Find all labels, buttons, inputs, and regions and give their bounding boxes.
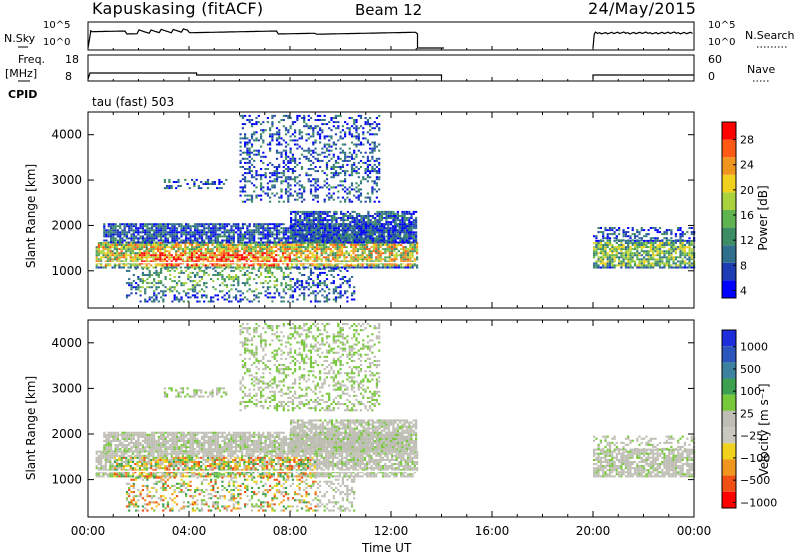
power-ytick-label: 3000 <box>51 173 82 187</box>
nsky-panel <box>88 22 694 50</box>
power-colorbar-cell <box>722 122 736 140</box>
power-ytick-label: 2000 <box>51 218 82 232</box>
velocity-colorbar-cell <box>722 492 736 508</box>
power-colorbar-tick: 8 <box>740 259 747 272</box>
power-colorbar-tick: 20 <box>740 184 754 197</box>
velocity-colorbar-cell <box>722 330 736 346</box>
velocity-ytick-label: 1000 <box>51 473 82 487</box>
x-tick-label: 08:00 <box>273 524 308 538</box>
velocity-colorbar-tick: 100 <box>740 385 761 398</box>
velocity-colorbar-cell <box>722 362 736 378</box>
velocity-colorbar-cell <box>722 476 736 492</box>
power-heatmap <box>88 115 695 303</box>
power-colorbar-cell <box>722 157 736 175</box>
power-colorbar <box>722 122 736 298</box>
nsky-trace <box>88 29 444 48</box>
x-tick-label: 16:00 <box>475 524 510 538</box>
power-colorbar-cell <box>722 210 736 228</box>
velocity-colorbar-tick: 25 <box>740 407 754 420</box>
power-ytick-label: 1000 <box>51 264 82 278</box>
x-tick-label: 00:00 <box>677 524 712 538</box>
velocity-ytick-label: 3000 <box>51 381 82 395</box>
velocity-colorbar-cell <box>722 395 736 411</box>
velocity-colorbar-cell <box>722 443 736 459</box>
velocity-ytick-label: 4000 <box>51 336 82 350</box>
power-colorbar-cell <box>722 228 736 246</box>
freq-trace-late <box>593 75 694 79</box>
power-colorbar-tick: 28 <box>740 134 754 147</box>
velocity-colorbar-cell <box>722 460 736 476</box>
x-tick-label: 12:00 <box>374 524 409 538</box>
velocity-ytick-label: 2000 <box>51 427 82 441</box>
velocity-colorbar-tick: 1000 <box>740 341 768 354</box>
velocity-colorbar-tick: −100 <box>740 452 770 465</box>
velocity-colorbar <box>722 330 736 508</box>
velocity-colorbar-cell <box>722 346 736 362</box>
x-tick-label: 20:00 <box>576 524 611 538</box>
velocity-colorbar-tick: −1000 <box>740 496 777 509</box>
power-colorbar-tick: 24 <box>740 159 754 172</box>
velocity-colorbar-tick: −25 <box>740 430 763 443</box>
power-ytick-label: 4000 <box>51 128 82 142</box>
velocity-colorbar-tick: −500 <box>740 474 770 487</box>
velocity-colorbar-cell <box>722 379 736 395</box>
x-tick-label: 04:00 <box>172 524 207 538</box>
power-frame <box>88 112 694 308</box>
power-colorbar-cell <box>722 245 736 263</box>
power-colorbar-cell <box>722 280 736 298</box>
velocity-heatmap <box>88 323 695 512</box>
x-tick-label: 00:00 <box>71 524 106 538</box>
power-colorbar-cell <box>722 192 736 210</box>
power-colorbar-tick: 12 <box>740 234 754 247</box>
velocity-colorbar-tick: 500 <box>740 363 761 376</box>
nsky-trace-late <box>593 32 693 48</box>
power-colorbar-tick: 4 <box>740 284 747 297</box>
freq-trace <box>88 73 442 79</box>
power-colorbar-cell <box>722 140 736 158</box>
power-colorbar-tick: 16 <box>740 209 754 222</box>
